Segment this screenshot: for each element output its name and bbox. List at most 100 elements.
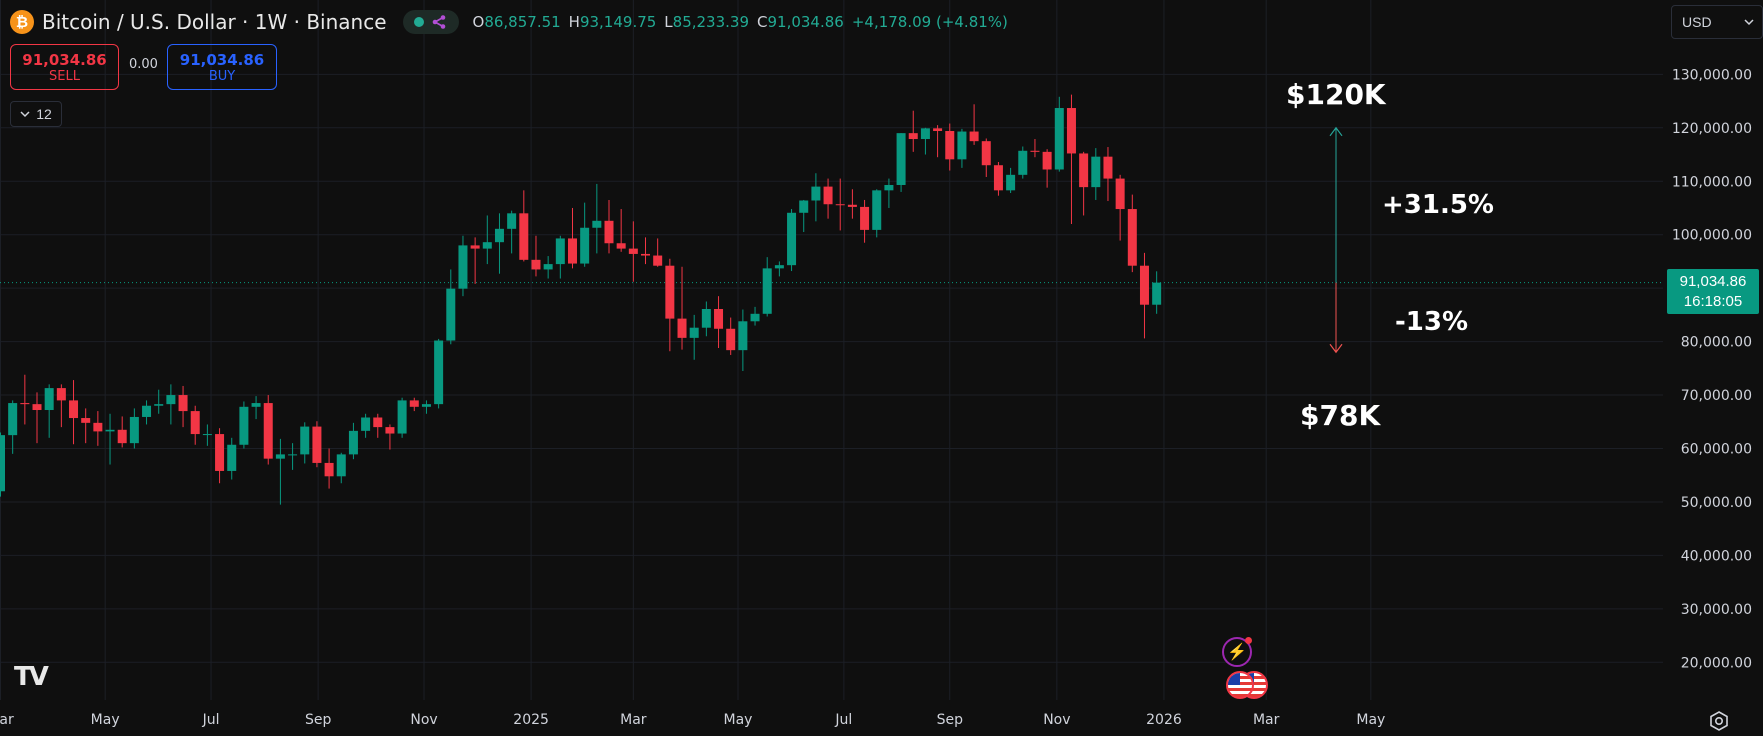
upside-percent-label: +31.5% — [1382, 190, 1494, 220]
current-price-value: 91,034.86 — [1679, 272, 1747, 290]
downside-percent-label: -13% — [1395, 307, 1469, 337]
candle-body — [592, 220, 602, 228]
candle-body — [762, 268, 772, 314]
x-tick-label: May — [724, 712, 753, 728]
candle-body — [555, 238, 565, 265]
candle-body — [896, 133, 906, 185]
ohlc-change: +4,178.09 (+4.81%) — [851, 13, 1008, 31]
candle-body — [519, 213, 529, 260]
candle-body — [750, 313, 760, 322]
candle-body — [434, 340, 444, 405]
y-tick-label: 130,000.00 — [1672, 67, 1752, 83]
candle-body — [117, 429, 127, 444]
x-tick-label: May — [91, 712, 120, 728]
x-tick-label: Nov — [410, 712, 437, 728]
candle-body — [385, 427, 395, 434]
candle-body — [945, 131, 955, 160]
candle-body — [154, 404, 164, 406]
y-tick-label: 30,000.00 — [1681, 602, 1752, 618]
symbol-title[interactable]: Bitcoin / U.S. Dollar · 1W · Binance — [42, 10, 387, 34]
candle-body — [653, 255, 663, 266]
x-tick-label: 2025 — [513, 712, 549, 728]
sell-button[interactable]: 91,034.86 SELL — [10, 44, 119, 90]
candle-body — [1006, 174, 1016, 191]
candle-body — [93, 422, 103, 432]
ohlc-low: L85,233.39 — [664, 13, 749, 31]
candle-body — [908, 133, 918, 140]
candle-body — [580, 227, 590, 264]
ohlc-values: O86,857.51 H93,149.75 L85,233.39 C91,034… — [473, 13, 1008, 31]
candle-body — [665, 265, 675, 319]
x-tick-label: Jul — [834, 712, 852, 728]
candle-body — [969, 131, 979, 142]
candle-body — [641, 253, 651, 256]
candle-body — [981, 141, 991, 166]
currency-select[interactable]: USD — [1671, 5, 1763, 39]
candle-body — [202, 434, 212, 436]
candle-body — [166, 395, 176, 405]
x-tick-label: Sep — [937, 712, 964, 728]
symbol-header: ₿ Bitcoin / U.S. Dollar · 1W · Binance O… — [10, 10, 1008, 34]
candle-body — [251, 403, 261, 407]
x-tick-label: Mar — [0, 712, 14, 728]
candle-body — [1030, 150, 1040, 152]
x-tick-label: Sep — [305, 712, 332, 728]
candle-body — [300, 426, 310, 455]
candle-body — [993, 165, 1003, 191]
candle-body — [20, 403, 30, 405]
indicators-toggle-button[interactable]: 12 — [10, 101, 62, 127]
candle-body — [774, 265, 784, 269]
settings-gear-icon[interactable] — [1708, 710, 1730, 732]
downside-arrow-head — [1329, 343, 1343, 354]
buy-button[interactable]: 91,034.86 BUY — [167, 44, 277, 90]
current-price-tag: 91,034.86 16:18:05 — [1667, 269, 1759, 314]
chart-grid — [0, 0, 1663, 700]
candle-body — [507, 213, 517, 229]
notification-dot-icon — [1245, 637, 1252, 644]
candle-body — [567, 238, 577, 264]
indicators-count: 12 — [36, 106, 52, 122]
candle-body — [860, 206, 870, 230]
candle-body — [811, 186, 821, 201]
annotation-arrows — [1329, 126, 1343, 354]
us-flag-event-icon[interactable] — [1226, 671, 1254, 699]
candle-body — [1115, 178, 1125, 210]
candle-body — [69, 400, 79, 419]
sell-price: 91,034.86 — [22, 50, 107, 69]
ohlc-high: H93,149.75 — [568, 13, 657, 31]
ohlc-close: C91,034.86 — [757, 13, 844, 31]
candle-body — [1054, 108, 1064, 170]
candle-body — [458, 245, 468, 289]
x-tick-label: Nov — [1043, 712, 1070, 728]
candle-body — [1127, 209, 1137, 266]
x-tick-label: May — [1356, 712, 1385, 728]
y-tick-label: 40,000.00 — [1681, 548, 1752, 564]
buy-label: BUY — [208, 68, 236, 84]
target-low-label: $78K — [1300, 399, 1381, 432]
spread-value: 0.00 — [129, 57, 158, 72]
bitcoin-icon: ₿ — [10, 10, 34, 34]
candle-body — [872, 190, 882, 230]
candle-body — [847, 204, 857, 207]
tradingview-logo-icon[interactable]: TV — [14, 662, 49, 692]
y-tick-label: 100,000.00 — [1672, 228, 1752, 244]
candle-body — [1103, 156, 1113, 179]
candle-body — [482, 242, 492, 249]
candle-body — [0, 435, 5, 492]
candle-body — [239, 406, 249, 445]
candle-body — [957, 131, 967, 160]
candle-body — [288, 454, 298, 456]
candle-body — [142, 405, 152, 417]
candle-body — [1139, 265, 1149, 305]
x-tick-label: Jul — [202, 712, 220, 728]
y-tick-label: 50,000.00 — [1681, 495, 1752, 511]
candle-body — [215, 434, 225, 471]
candle-body — [884, 184, 894, 191]
candle-body — [531, 259, 541, 270]
market-status-pill[interactable] — [402, 10, 459, 34]
candle-body — [56, 388, 66, 401]
y-tick-label: 70,000.00 — [1681, 388, 1752, 404]
candle-body — [677, 318, 687, 338]
candle-body — [701, 308, 711, 328]
